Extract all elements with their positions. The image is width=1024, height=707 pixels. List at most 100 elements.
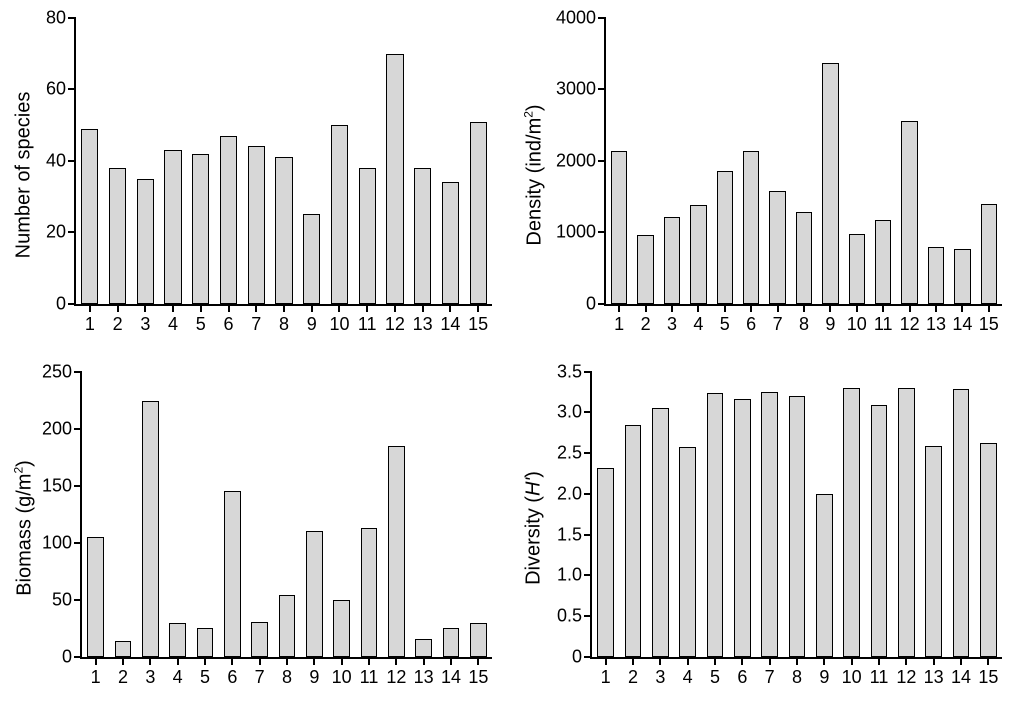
x-tick — [286, 657, 288, 665]
bar — [707, 393, 724, 657]
x-tick-label: 5 — [720, 314, 730, 335]
x-tick-label: 6 — [737, 667, 747, 688]
x-tick-label: 10 — [329, 314, 349, 335]
chart-grid: Number of species 02040608012345678910111… — [0, 0, 1024, 707]
bar — [796, 212, 812, 303]
x-tick-label: 5 — [196, 314, 206, 335]
x-tick-label: 10 — [332, 667, 352, 688]
x-tick-label: 8 — [282, 667, 292, 688]
x-tick — [311, 304, 313, 312]
x-tick-label: 3 — [145, 667, 155, 688]
bar — [306, 531, 323, 657]
x-tick-label: 13 — [924, 667, 944, 688]
y-tick — [598, 160, 606, 162]
x-tick-label: 3 — [667, 314, 677, 335]
y-axis-label: Density (ind/m2) — [522, 104, 547, 245]
y-tick-label: 50 — [52, 589, 72, 610]
x-tick-label: 15 — [468, 667, 488, 688]
bar — [637, 235, 653, 304]
y-tick — [68, 160, 76, 162]
plot-area: 020406080123456789101112131415 — [74, 18, 492, 306]
x-tick — [961, 304, 963, 312]
x-tick — [89, 304, 91, 312]
bar — [816, 494, 833, 657]
bar — [224, 491, 241, 657]
x-tick-label: 4 — [693, 314, 703, 335]
y-tick — [74, 656, 82, 658]
y-tick-label: 1000 — [556, 222, 596, 243]
bar — [87, 537, 104, 657]
x-tick-label: 8 — [792, 667, 802, 688]
x-tick-label: 12 — [900, 314, 920, 335]
x-tick — [632, 657, 634, 665]
y-tick-label: 3.5 — [557, 361, 582, 382]
x-tick-label: 4 — [683, 667, 693, 688]
x-tick — [144, 304, 146, 312]
bar — [388, 446, 405, 657]
x-tick-label: 14 — [441, 667, 461, 688]
x-tick — [255, 304, 257, 312]
x-tick-label: 2 — [118, 667, 128, 688]
x-tick-label: 7 — [255, 667, 265, 688]
x-tick-label: 6 — [224, 314, 234, 335]
y-tick — [598, 17, 606, 19]
x-tick-label: 13 — [926, 314, 946, 335]
y-tick-label: 2000 — [556, 150, 596, 171]
chart-panel-species: Number of species 02040608012345678910111… — [12, 8, 502, 342]
x-tick-label: 14 — [952, 314, 972, 335]
x-tick — [204, 657, 206, 665]
x-tick — [200, 304, 202, 312]
y-tick — [68, 231, 76, 233]
y-tick-label: 0 — [572, 647, 582, 668]
x-tick-label: 15 — [468, 314, 488, 335]
x-tick — [313, 657, 315, 665]
y-tick — [584, 656, 592, 658]
y-tick — [584, 534, 592, 536]
x-tick-label: 8 — [799, 314, 809, 335]
x-tick-label: 11 — [874, 314, 893, 335]
bar — [901, 121, 917, 304]
y-axis-label: Number of species — [13, 91, 36, 258]
x-tick — [477, 304, 479, 312]
bar — [248, 146, 265, 303]
x-tick — [659, 657, 661, 665]
plot-area: 00.51.01.52.02.53.03.5123456789101112131… — [590, 372, 1002, 660]
y-tick-label: 4000 — [556, 8, 596, 29]
x-tick-label: 11 — [870, 667, 889, 688]
bar — [81, 129, 98, 304]
x-tick-label: 1 — [614, 314, 624, 335]
x-tick — [394, 304, 396, 312]
x-tick — [366, 304, 368, 312]
y-tick — [74, 371, 82, 373]
y-tick-label: 20 — [46, 222, 66, 243]
bar — [898, 388, 915, 657]
bar — [769, 191, 785, 304]
x-tick — [671, 304, 673, 312]
x-tick — [177, 657, 179, 665]
x-tick — [987, 657, 989, 665]
x-tick — [823, 657, 825, 665]
x-tick — [796, 657, 798, 665]
x-tick-label: 7 — [251, 314, 261, 335]
x-tick — [341, 657, 343, 665]
x-tick — [933, 657, 935, 665]
y-tick-label: 2.5 — [557, 443, 582, 464]
bar — [652, 408, 669, 657]
x-tick-label: 14 — [951, 667, 971, 688]
bar — [386, 54, 403, 304]
x-tick — [988, 304, 990, 312]
x-tick-label: 9 — [819, 667, 829, 688]
x-tick — [283, 304, 285, 312]
bar — [414, 168, 431, 304]
bar — [743, 151, 759, 304]
y-tick — [584, 615, 592, 617]
bar — [275, 157, 292, 303]
y-tick-label: 1.5 — [557, 524, 582, 545]
x-tick — [149, 657, 151, 665]
x-tick-label: 13 — [414, 667, 434, 688]
bar — [303, 214, 320, 303]
x-tick — [423, 657, 425, 665]
y-tick-label: 150 — [42, 475, 72, 496]
x-tick — [605, 657, 607, 665]
x-tick — [777, 304, 779, 312]
